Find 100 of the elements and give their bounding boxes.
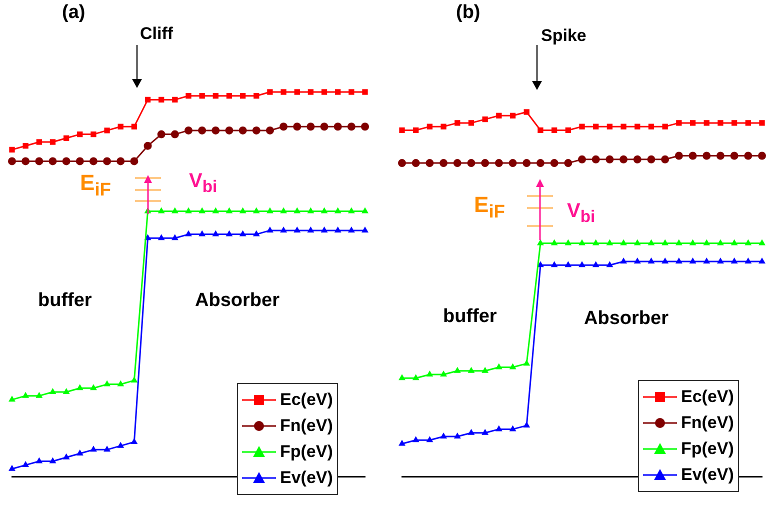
point: [8, 157, 16, 166]
point: [36, 139, 42, 145]
legend-label: Ec(eV): [681, 387, 734, 407]
point: [116, 157, 125, 166]
point: [564, 261, 572, 268]
point: [398, 159, 406, 168]
point: [467, 159, 476, 168]
legend-label: Fp(eV): [681, 439, 734, 459]
point: [495, 425, 502, 432]
point: [453, 159, 462, 168]
point: [717, 239, 724, 246]
point: [226, 93, 232, 99]
point: [170, 130, 179, 138]
point: [63, 135, 70, 141]
point: [509, 363, 516, 370]
point: [550, 261, 558, 268]
point: [308, 89, 314, 95]
point: [592, 155, 600, 164]
point: [662, 239, 669, 246]
point: [334, 122, 342, 131]
point: [293, 122, 302, 131]
point: [320, 122, 328, 131]
point: [718, 120, 724, 126]
point: [551, 127, 558, 134]
point: [496, 112, 502, 118]
point: [280, 226, 288, 232]
point: [634, 124, 640, 130]
chart-title: (b): [456, 2, 480, 24]
point: [565, 127, 571, 134]
point: [76, 450, 84, 456]
point: [398, 374, 406, 380]
point: [730, 152, 738, 160]
point: [362, 207, 368, 214]
point: [130, 376, 138, 382]
point: [426, 370, 434, 377]
point: [347, 122, 356, 131]
point: [730, 257, 738, 264]
point: [267, 89, 273, 95]
point: [704, 120, 710, 126]
point: [90, 384, 97, 390]
point: [690, 120, 696, 126]
annotation: E$_{iF}$: [474, 192, 505, 222]
point: [495, 363, 502, 370]
point: [361, 122, 369, 131]
point: [130, 157, 138, 166]
point: [745, 120, 751, 126]
point: [254, 93, 260, 99]
point: [620, 124, 626, 130]
point: [226, 230, 233, 236]
point: [494, 159, 503, 168]
point: [716, 152, 724, 160]
point: [76, 384, 84, 390]
point: [240, 93, 246, 99]
point: [157, 130, 166, 138]
point: [22, 392, 30, 398]
point: [413, 127, 419, 134]
point: [620, 155, 628, 164]
point: [172, 96, 178, 103]
point: [412, 159, 420, 168]
point: [104, 128, 110, 134]
point: [49, 457, 56, 464]
point: [468, 366, 475, 373]
point: [212, 207, 220, 214]
point: [536, 159, 544, 168]
point: [186, 93, 192, 99]
point: [426, 159, 434, 168]
legend-label: Fn(eV): [681, 413, 734, 433]
point: [212, 230, 220, 236]
point: [759, 120, 765, 126]
point: [579, 124, 585, 130]
point: [171, 207, 178, 214]
point: [334, 226, 342, 232]
point: [348, 226, 355, 232]
point: [362, 226, 368, 232]
point: [8, 464, 16, 471]
point: [730, 239, 738, 246]
point: [688, 152, 697, 160]
point: [676, 120, 682, 126]
text: Spike: [541, 26, 586, 46]
point: [717, 257, 724, 264]
point: [758, 257, 766, 264]
point: [509, 425, 516, 432]
point: [744, 152, 752, 160]
point: [578, 261, 586, 268]
point: [481, 159, 490, 168]
point: [90, 446, 97, 452]
point: [647, 155, 656, 164]
point: [703, 239, 710, 246]
point: [266, 226, 274, 232]
point: [158, 207, 165, 214]
point: [634, 239, 641, 246]
point: [731, 120, 738, 126]
point: [536, 239, 544, 246]
point: [144, 96, 151, 103]
point: [593, 124, 599, 130]
point: [62, 388, 70, 394]
point: [62, 453, 70, 460]
point: [48, 157, 57, 166]
point: [306, 122, 315, 131]
legend-label: Fp(eV): [280, 442, 333, 462]
